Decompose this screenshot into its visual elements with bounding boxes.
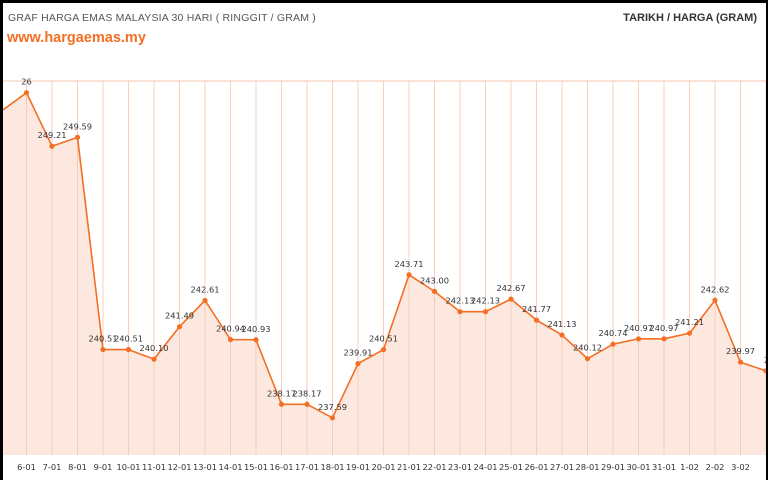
x-tick-label: 28-01 [575,462,599,472]
x-tick-label: 12-01 [167,462,191,472]
data-point [125,346,132,353]
data-point [100,346,106,353]
data-point [482,309,489,315]
data-point [635,336,642,342]
x-tick-label: 16-01 [269,462,293,472]
price-chart: 6-01 7-01 8-01 9-01 10-01 11-01 12-01 13-01 14-0… [3,77,766,472]
x-tick-label: 22-01 [422,462,446,472]
data-point [74,134,81,140]
legend-label: TARIKH / HARGA (GRAM) [623,12,757,24]
data-label: 241.49 [165,311,194,321]
x-tick-label: 14-01 [218,462,242,472]
data-point [406,272,412,278]
x-tick-label: 30-01 [626,462,650,472]
data-label: 241.21 [675,317,704,327]
data-label: 240.97 [624,323,653,333]
x-tick-label: 10-01 [116,462,140,472]
data-label: 249.59 [63,121,92,131]
x-tick-label: 8-01 [68,462,87,472]
data-label: 242.13 [445,296,474,306]
x-tick-label: 18-01 [320,462,344,472]
site-link[interactable]: www.hargaemas.my [7,30,146,46]
data-label: 240.51 [88,334,117,344]
x-tick-label: 24-01 [473,462,497,472]
data-label: 237.59 [318,402,347,412]
data-point [661,336,667,342]
data-point [533,317,540,323]
x-tick-label: 15-01 [244,462,268,472]
x-tick-label: 29-01 [601,462,625,472]
data-point [737,359,744,365]
x-tick-label: 31-01 [652,462,676,472]
x-tick-label: 21-01 [397,462,421,472]
x-tick-label: 17-01 [295,462,319,472]
data-point [712,297,718,303]
x-tick-label: 3-02 [731,462,750,472]
data-point [763,368,766,374]
data-point [202,297,208,304]
data-label: 26 [21,77,32,87]
data-label: 242.61 [190,284,219,294]
data-point [610,341,616,347]
data-label: 240.74 [598,328,627,338]
data-point [49,143,55,149]
data-point [23,90,30,96]
x-tick-label: 6-01 [17,462,36,472]
x-tick-label: 27-01 [550,462,574,472]
data-label: 240.10 [139,343,168,353]
data-label: 240.93 [241,324,270,334]
data-label: 240.97 [649,323,678,333]
x-tick-label: 25-01 [499,462,523,472]
data-label: 240.12 [573,343,602,353]
data-point [151,356,157,362]
data-point [457,309,463,315]
data-label: 238.17 [292,388,321,398]
data-point [253,337,259,343]
data-label: 241.13 [547,319,576,329]
data-label: 243.71 [394,259,423,269]
data-point [686,330,693,336]
data-point [559,332,565,338]
data-label: 241.77 [522,304,551,314]
data-label: 249.21 [37,130,66,140]
x-tick-label: 23-01 [448,462,472,472]
x-tick-label: 2-02 [706,462,725,472]
chart-title: GRAF HARGA EMAS MALAYSIA 30 HARI ( RINGG… [8,12,316,24]
data-label: 239.91 [343,348,372,358]
data-point [431,288,438,294]
x-tick-label: 9-01 [94,462,113,472]
x-tick-label: 20-01 [371,462,395,472]
data-point [329,415,336,421]
data-label: 238.17 [267,388,296,398]
data-label: 242.13 [471,296,500,306]
data-label: 240.94 [216,324,245,334]
data-label: 243.00 [420,275,449,285]
data-point [380,346,387,353]
x-tick-label: 13-01 [193,462,217,472]
x-tick-label: 26-01 [524,462,548,472]
data-label: 240.51 [369,334,398,344]
x-tick-label: 11-01 [142,462,166,472]
data-point [227,336,234,343]
data-label: 239.97 [726,346,755,356]
chart-panel: 6-01 7-01 8-01 9-01 10-01 11-01 12-01 13-01 14-0… [3,3,766,480]
x-tick-label: 1-02 [680,462,699,472]
area-fill [3,92,766,455]
data-label: 242.62 [700,284,729,294]
data-point [508,296,514,302]
data-point [304,401,310,407]
data-label: 239 [764,355,766,365]
data-label: 240.51 [114,334,143,344]
data-point [584,356,591,362]
data-point [176,324,183,330]
x-tick-label: 7-01 [43,462,62,472]
x-tick-label: 19-01 [346,462,370,472]
data-point [278,401,285,407]
data-point [355,361,361,367]
data-label: 242.67 [496,283,525,293]
